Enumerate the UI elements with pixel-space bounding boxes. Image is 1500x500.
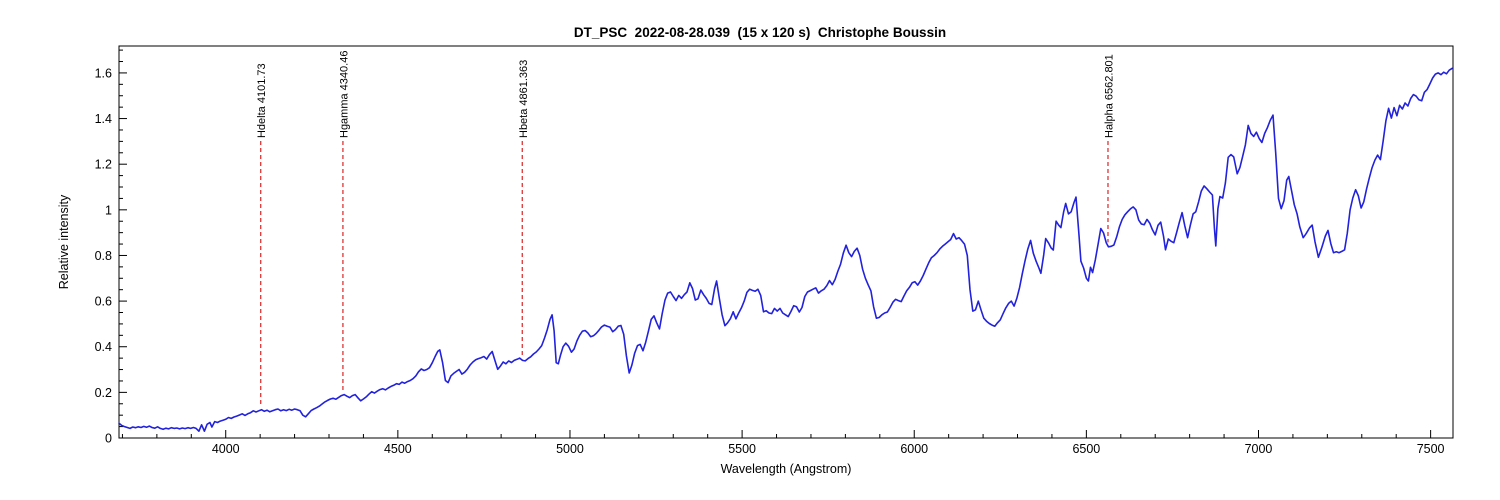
x-tick-label: 7500 bbox=[1417, 442, 1445, 456]
plot-border bbox=[118, 45, 1454, 439]
marker-label: Hgamma 4340.46 bbox=[338, 51, 350, 138]
y-tick-label: 0 bbox=[105, 432, 112, 446]
chart-title: DT_PSC 2022-08-28.039 (15 x 120 s) Chris… bbox=[573, 25, 947, 40]
x-tick-label: 4000 bbox=[212, 442, 240, 456]
x-tick-label: 5500 bbox=[728, 442, 756, 456]
spectrum-line bbox=[118, 67, 1453, 432]
x-tick-label: 6500 bbox=[1072, 442, 1100, 456]
y-tick-label: 0.8 bbox=[95, 249, 112, 263]
y-tick-label: 0.2 bbox=[95, 386, 112, 400]
marker-label: Hdelta 4101.73 bbox=[256, 63, 268, 138]
y-tick-label: 1.2 bbox=[95, 158, 112, 172]
x-tick-label: 4500 bbox=[384, 442, 412, 456]
y-tick-label: 1.4 bbox=[95, 112, 112, 126]
y-tick-label: 1 bbox=[105, 203, 112, 217]
y-tick-label: 0.4 bbox=[95, 340, 112, 354]
y-tick-label: 0.6 bbox=[95, 295, 112, 309]
marker-label: Hbeta 4861.363 bbox=[518, 60, 530, 138]
x-tick-label: 7000 bbox=[1245, 442, 1273, 456]
x-tick-label: 5000 bbox=[556, 442, 584, 456]
y-tick-label: 1.6 bbox=[95, 66, 112, 80]
x-axis-title: Wavelength (Angstrom) bbox=[720, 462, 852, 476]
x-tick-label: 6000 bbox=[900, 442, 928, 456]
marker-label: Halpha 6562.801 bbox=[1103, 54, 1115, 138]
